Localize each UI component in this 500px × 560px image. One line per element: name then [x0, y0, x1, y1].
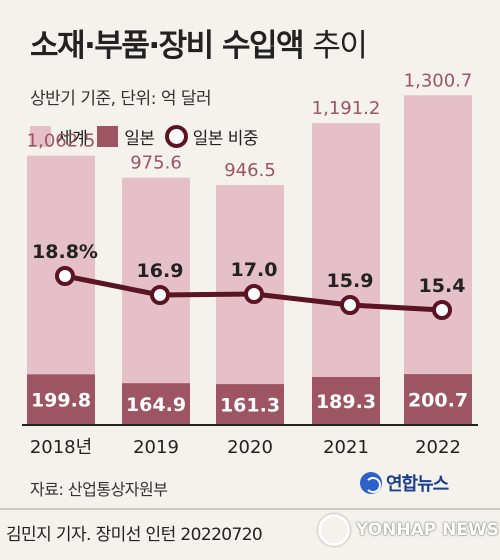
footer-divider [0, 508, 500, 510]
world-value-label: 1,300.7 [404, 70, 473, 91]
legend-share-marker-icon [164, 124, 188, 148]
category-label: 2022 [415, 437, 461, 458]
japan-value-label: 199.8 [31, 390, 91, 412]
world-value-label: 946.5 [224, 160, 276, 181]
legend-japan-swatch [97, 125, 119, 147]
watermark: YONHAP NEWS [318, 514, 499, 546]
share-point [244, 284, 264, 304]
watermark-logo-icon [318, 514, 350, 546]
yonhap-globe-icon [360, 472, 382, 494]
japan-bar [122, 383, 190, 425]
legend-world-label: 세계 [57, 128, 88, 149]
category-label: 2021 [323, 437, 369, 458]
world-value-label: 1,191.2 [312, 98, 381, 119]
source-note: 자료: 산업통상자원부 [30, 480, 168, 499]
share-value-label: 16.9 [137, 260, 184, 282]
japan-value-label: 161.3 [220, 395, 280, 417]
share-point [55, 266, 75, 286]
japan-bar [216, 384, 284, 425]
share-value-label: 15.4 [419, 275, 466, 297]
japan-bar [27, 374, 95, 425]
brand-logo: 연합뉴스 [360, 470, 449, 496]
legend-world-swatch [30, 125, 51, 147]
world-bar [404, 95, 472, 425]
credit-line: 김민지 기자. 장미선 인턴 20220720 [6, 525, 263, 545]
title-main: 소재·부품·장비 수입액 [30, 28, 305, 64]
legend-world: 세계 [30, 124, 88, 149]
world-value-label: 975.6 [130, 153, 182, 174]
share-point [340, 295, 360, 315]
share-value-label: 18.8% [32, 241, 98, 263]
legend-share-label: 일본 비중 [192, 128, 259, 149]
brand-name: 연합뉴스 [386, 474, 449, 495]
japan-bar [404, 374, 472, 425]
legend-japan-share: 일본 비중 [164, 124, 259, 149]
japan-value-label: 164.9 [126, 394, 186, 416]
share-point [432, 300, 452, 320]
share-value-label: 15.9 [327, 270, 374, 292]
world-value-label: 1,062.5 [27, 131, 96, 152]
chart-title: 소재·부품·장비 수입액 추이 [30, 20, 368, 65]
japan-value-label: 200.7 [408, 390, 468, 412]
chart-subtitle: 상반기 기준, 단위: 억 달러 [30, 89, 212, 109]
category-label: 2019 [133, 437, 179, 458]
watermark-text: YONHAP NEWS [356, 520, 499, 540]
title-suffix: 추이 [312, 28, 368, 64]
world-bar [312, 123, 380, 426]
legend-japan-label: 일본 [124, 128, 155, 149]
share-value-label: 17.0 [231, 259, 278, 281]
chart-area: 1,062.5 975.6 946.5 1,191.2 1,300.7 199.8 164.… [22, 70, 478, 458]
japan-bar [312, 377, 380, 425]
category-label: 2018년 [30, 437, 92, 458]
legend: 세계 일본 일본 비중 [30, 123, 268, 149]
japan-value-label: 189.3 [316, 391, 376, 413]
legend-japan: 일본 [97, 124, 155, 149]
share-point [150, 285, 170, 305]
category-label: 2020 [227, 437, 273, 458]
